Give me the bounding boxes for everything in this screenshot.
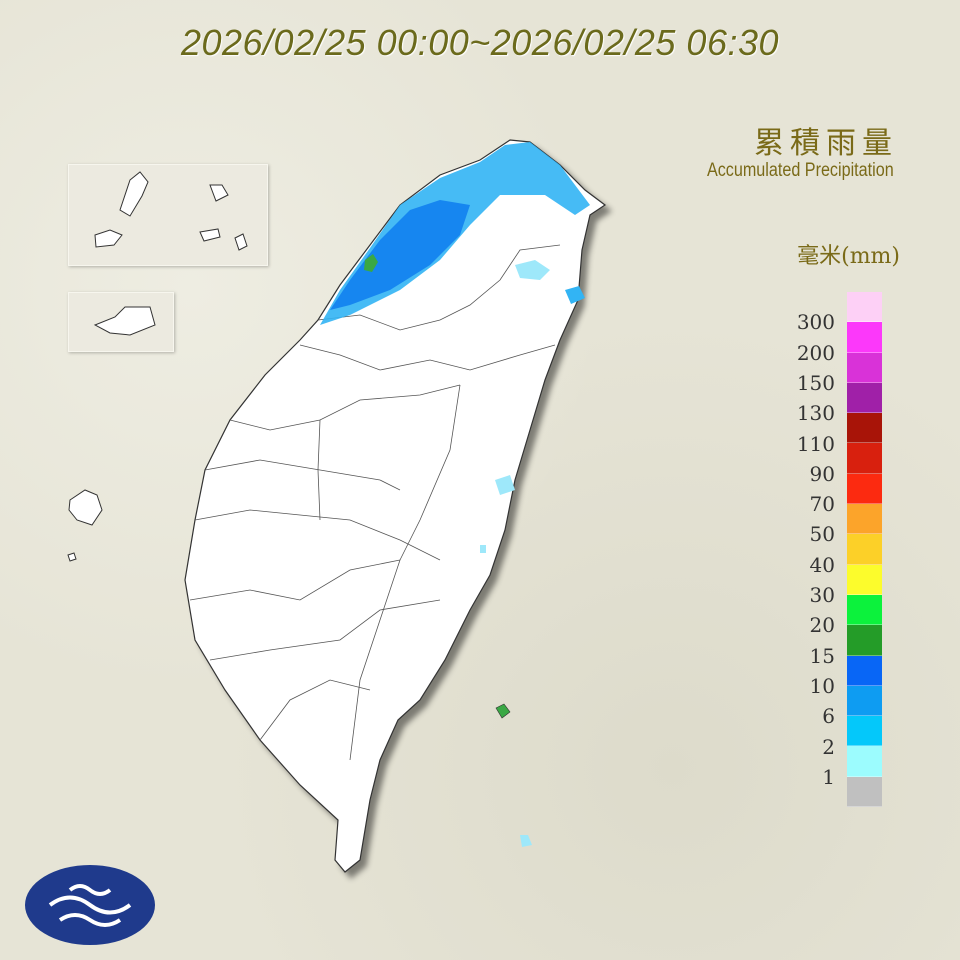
county-borders: [189, 244, 561, 761]
legend-swatch: [847, 473, 882, 505]
legend-swatch: [847, 413, 882, 444]
precipitation-legend: [847, 292, 882, 808]
legend-swatch: [847, 685, 882, 717]
legend-label: 300: [796, 310, 835, 335]
legend-swatch: [847, 534, 882, 565]
legend-label: 10: [809, 673, 835, 698]
legend-label: 15: [809, 643, 835, 668]
rain-heavy-area: [330, 200, 470, 310]
legend-label: 2: [822, 734, 835, 759]
rainfall-areas: [320, 142, 590, 847]
legend-label: 30: [809, 583, 835, 607]
legend-swatch: [847, 746, 882, 777]
legend-label: 90: [809, 461, 835, 486]
inset-islands: [93, 171, 248, 336]
legend-label: 150: [796, 370, 835, 395]
green-island: [495, 703, 511, 719]
rain-medium-spot: [565, 286, 585, 304]
legend-swatch: [847, 292, 882, 323]
taiwan-island: [184, 139, 607, 873]
legend-swatch: [847, 625, 882, 656]
legend-swatch: [847, 443, 882, 474]
legend-label: 50: [809, 522, 835, 547]
legend-label: 70: [809, 492, 835, 517]
legend-unit: 毫米(mm): [797, 244, 900, 269]
legend-swatch: [847, 322, 882, 353]
legend-swatch: [847, 655, 882, 686]
legend-swatch: [847, 352, 882, 383]
legend-label: 130: [796, 401, 835, 426]
legend-swatch: [847, 564, 882, 595]
legend-swatch: [847, 382, 882, 414]
legend-title-zh: 累積雨量: [754, 126, 898, 161]
legend-swatch: [847, 504, 882, 535]
legend-label: 40: [809, 552, 835, 577]
rain-green-spot: [364, 254, 378, 272]
cwa-logo: [25, 865, 155, 945]
legend-label: 110: [796, 431, 835, 456]
time-range-title: 2026/02/25 00:00~2026/02/25 06:30: [180, 22, 780, 63]
legend-label: 1: [822, 764, 835, 789]
penghu-islands: [67, 489, 103, 562]
legend-swatch: [847, 716, 882, 747]
legend-label: 6: [822, 704, 835, 729]
legend-label: 200: [796, 340, 835, 365]
matsu-kinmen-inset: [68, 164, 268, 266]
legend-swatch: [847, 776, 882, 808]
legend-swatch: [847, 594, 882, 626]
legend-title-en: Accumulated Precipitation: [707, 160, 894, 181]
legend-label: 20: [809, 613, 835, 638]
